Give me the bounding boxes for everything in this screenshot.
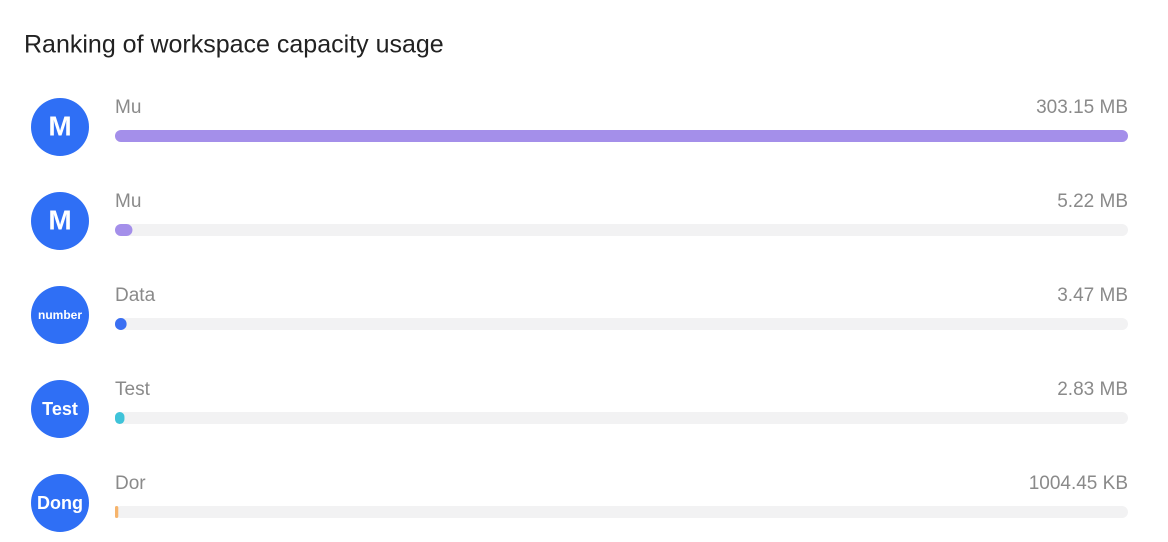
workspace-name: Dor bbox=[115, 473, 146, 494]
avatar bbox=[31, 192, 89, 250]
bar bbox=[115, 412, 125, 424]
usage-label: 3.47 MB bbox=[1057, 285, 1128, 306]
panel-title: Ranking of workspace capacity usage bbox=[24, 31, 444, 59]
workspace-name: Mu bbox=[115, 191, 141, 212]
avatar bbox=[31, 380, 89, 438]
bar-track bbox=[115, 318, 1128, 330]
usage-label: 1004.45 KB bbox=[1029, 473, 1128, 494]
bar bbox=[115, 224, 133, 236]
bar bbox=[115, 318, 127, 330]
usage-label: 303.15 MB bbox=[1036, 97, 1128, 118]
avatar bbox=[31, 474, 89, 532]
usage-label: 5.22 MB bbox=[1057, 191, 1128, 212]
bar bbox=[115, 506, 119, 518]
bar-track bbox=[115, 412, 1128, 424]
workspace-name: Mu bbox=[115, 97, 141, 118]
bar-track bbox=[115, 506, 1128, 518]
avatar bbox=[31, 286, 89, 344]
workspace-name: Test bbox=[115, 379, 151, 400]
avatar-text: M bbox=[48, 204, 71, 235]
avatar-text: Test bbox=[42, 399, 78, 419]
workspace-name: Data bbox=[115, 285, 156, 306]
usage-label: 2.83 MB bbox=[1057, 379, 1128, 400]
avatar-text: M bbox=[48, 110, 71, 141]
avatar-text: Dong bbox=[37, 493, 83, 513]
avatar-text: number bbox=[38, 308, 82, 322]
bar-track bbox=[115, 224, 1128, 236]
avatar bbox=[31, 98, 89, 156]
bar bbox=[115, 130, 1128, 142]
